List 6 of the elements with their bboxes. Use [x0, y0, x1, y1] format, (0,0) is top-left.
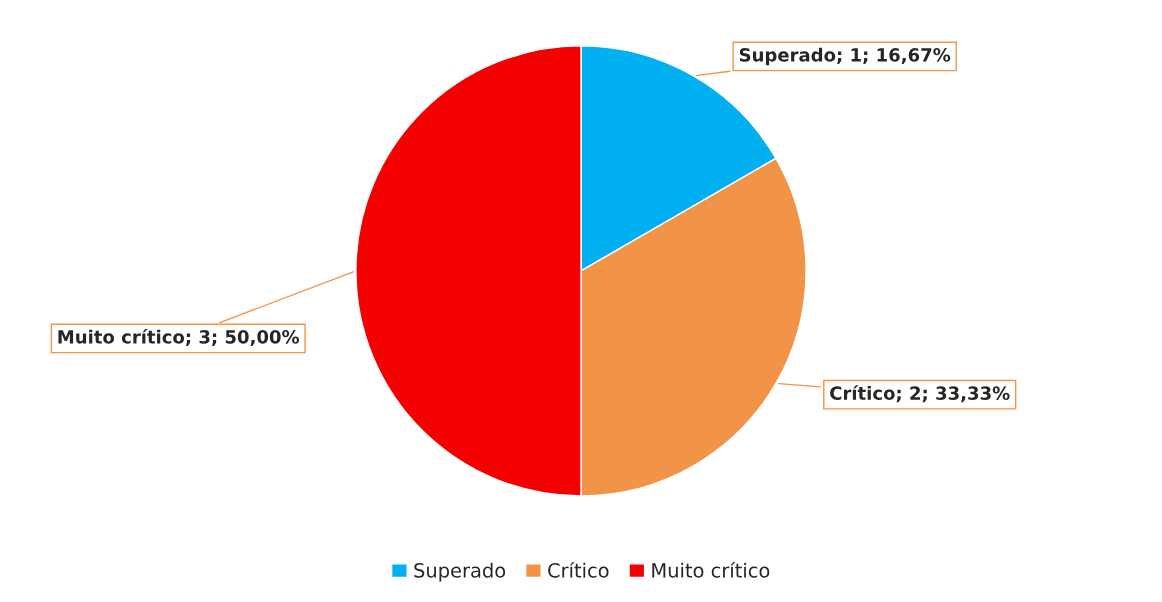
data-label: Superado; 1; 16,67% — [739, 47, 951, 66]
legend-label: Crítico — [548, 561, 609, 578]
data-label: Crítico; 2; 33,33% — [830, 385, 1010, 403]
legend-label: Superado — [414, 562, 506, 582]
legend-label: Muito crítico — [652, 561, 770, 578]
data-label: Muito crítico; 3; 50,00% — [58, 328, 300, 346]
